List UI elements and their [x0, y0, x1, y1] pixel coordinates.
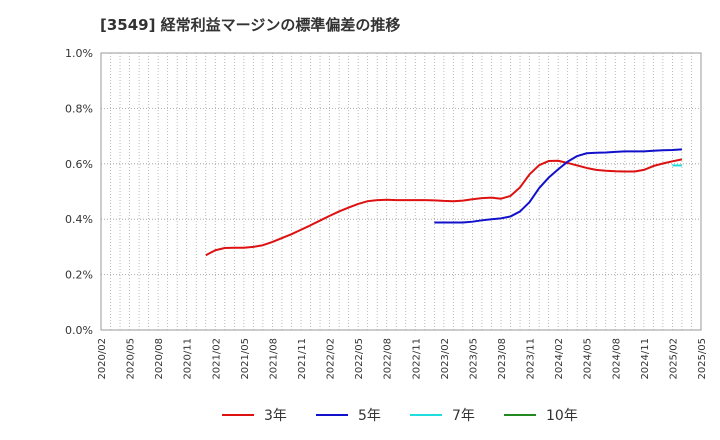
y-tick-label: 1.0%	[65, 47, 93, 60]
x-tick-label: 2020/02	[97, 338, 108, 380]
x-tick-label: 2023/02	[440, 338, 451, 380]
x-tick-label: 2021/08	[268, 338, 279, 380]
legend-label: 5年	[358, 408, 381, 424]
x-tick-label: 2025/05	[697, 338, 708, 380]
x-tick-label: 2023/08	[497, 338, 508, 380]
series-line	[205, 158, 683, 257]
x-tick-label: 2020/05	[126, 338, 137, 380]
legend-label: 10年	[546, 408, 578, 424]
x-tick-label: 2022/11	[411, 338, 422, 380]
plot-area	[100, 52, 702, 331]
x-tick-label: 2021/05	[240, 338, 251, 380]
chart-title: [3549] 経常利益マージンの標準偏差の推移	[100, 16, 401, 34]
y-tick-label: 0.0%	[65, 324, 93, 337]
x-tick-label: 2024/02	[554, 338, 565, 380]
x-tick-label: 2025/02	[668, 338, 679, 380]
legend-label: 7年	[452, 408, 475, 424]
legend-label: 3年	[264, 408, 287, 424]
x-tick-label: 2021/11	[297, 338, 308, 380]
y-tick-label: 0.6%	[65, 158, 93, 171]
x-tick-label: 2024/08	[611, 338, 622, 380]
x-tick-label: 2020/08	[154, 338, 165, 380]
x-tick-label: 2023/05	[468, 338, 479, 380]
y-tick-label: 0.4%	[65, 213, 93, 226]
x-tick-label: 2022/05	[354, 338, 365, 380]
x-tick-label: 2022/08	[383, 338, 394, 380]
x-tick-label: 2020/11	[183, 338, 194, 380]
y-tick-label: 0.2%	[65, 269, 93, 282]
y-tick-label: 0.8%	[65, 102, 93, 115]
x-tick-label: 2021/02	[211, 338, 222, 380]
x-tick-label: 2023/11	[526, 338, 537, 380]
series-line	[434, 148, 683, 224]
x-tick-label: 2024/11	[640, 338, 651, 380]
x-tick-label: 2022/02	[326, 338, 337, 380]
x-tick-label: 2024/05	[583, 338, 594, 380]
